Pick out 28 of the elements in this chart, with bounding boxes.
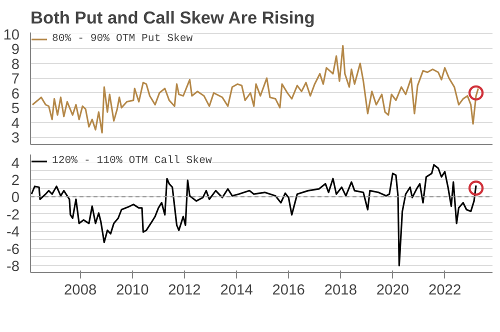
- x-tick-label: 2022: [428, 282, 462, 298]
- y-tick-label: 9: [11, 42, 20, 58]
- y-tick-label: 4: [11, 156, 20, 172]
- y-tick-label: 0: [11, 190, 20, 206]
- x-tick-label: 2014: [220, 282, 253, 298]
- y-tick-label: -2: [6, 207, 20, 224]
- x-tick-label: 2018: [324, 282, 357, 298]
- y-tick-label: 10: [3, 27, 20, 44]
- legend-label: 80% - 90% OTM Put Skew: [52, 33, 193, 45]
- y-tick-label: 3: [11, 130, 20, 147]
- y-tick-label: 4: [11, 116, 20, 132]
- y-tick-label: -4: [6, 224, 20, 241]
- x-tick-label: 2008: [64, 282, 97, 298]
- y-tick-label: 6: [11, 86, 20, 102]
- x-tick-label: 2020: [376, 282, 410, 298]
- x-tick-label: 2012: [168, 282, 201, 298]
- chart-title: Both Put and Call Skew Are Rising: [30, 8, 315, 28]
- y-tick-label: -8: [6, 259, 20, 276]
- y-tick-label: 2: [11, 172, 20, 189]
- y-tick-label: 5: [11, 101, 20, 118]
- line-series: [30, 164, 477, 266]
- y-tick-label: -6: [6, 242, 20, 258]
- y-tick-label: 8: [11, 56, 20, 73]
- x-tick-label: 2010: [116, 282, 149, 298]
- x-tick-label: 2016: [272, 282, 305, 298]
- y-tick-label: 7: [11, 72, 20, 88]
- line-series: [32, 44, 480, 134]
- legend-label: 120% - 110% OTM Call Skew: [52, 155, 212, 167]
